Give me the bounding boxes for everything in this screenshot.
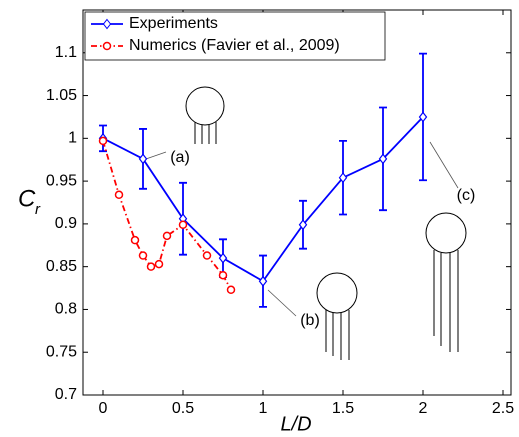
x-axis-label: L/D: [280, 413, 311, 435]
y-tick-label: 1.1: [55, 44, 77, 61]
marker: [378, 153, 388, 165]
y-tick-label: 1.05: [46, 87, 77, 104]
y-tick-label: 1: [68, 130, 77, 147]
y-tick-label: 0.75: [46, 343, 77, 360]
x-tick-label: 0: [99, 400, 108, 417]
annotation-line: [267, 289, 297, 317]
x-tick-label: 1.5: [332, 400, 354, 417]
y-axis-label-sub: r: [35, 201, 41, 218]
x-tick-label: 2.5: [492, 400, 514, 417]
x-tick-label: 1: [259, 400, 268, 417]
marker: [138, 153, 148, 165]
y-tick-label: 0.95: [46, 172, 77, 189]
marker: [258, 275, 268, 287]
annotation: (a): [170, 149, 190, 166]
marker: [202, 251, 212, 260]
legend-label: Numerics (Favier et al., 2009): [129, 37, 340, 54]
marker: [218, 252, 228, 264]
x-tick-label: 0.5: [172, 400, 194, 417]
annotation: (c): [457, 187, 476, 204]
marker: [138, 251, 148, 260]
legend-marker: [102, 18, 112, 30]
marker: [162, 231, 172, 241]
marker: [146, 262, 156, 271]
marker: [338, 172, 348, 184]
x-tick-label: 2: [419, 400, 428, 417]
y-tick-label: 0.85: [46, 258, 77, 275]
marker: [226, 285, 236, 295]
marker: [98, 136, 108, 146]
annotation-line: [429, 141, 459, 189]
marker: [178, 220, 188, 229]
y-tick-label: 0.7: [55, 386, 77, 403]
y-tick-label: 0.8: [55, 301, 77, 318]
y-tick-label: 0.9: [55, 215, 77, 232]
marker: [130, 235, 140, 245]
annotation: (b): [300, 312, 320, 329]
marker: [218, 270, 228, 280]
marker: [114, 190, 124, 200]
legend-box: [84, 11, 386, 61]
plot-frame: [82, 9, 512, 396]
marker: [418, 111, 428, 123]
cylinder-icons: [185, 86, 467, 360]
legend-marker: [102, 41, 112, 51]
marker: [154, 259, 164, 269]
marker: [298, 219, 308, 231]
y-axis-label: C: [18, 185, 36, 212]
legend-label: Experiments: [129, 15, 218, 32]
